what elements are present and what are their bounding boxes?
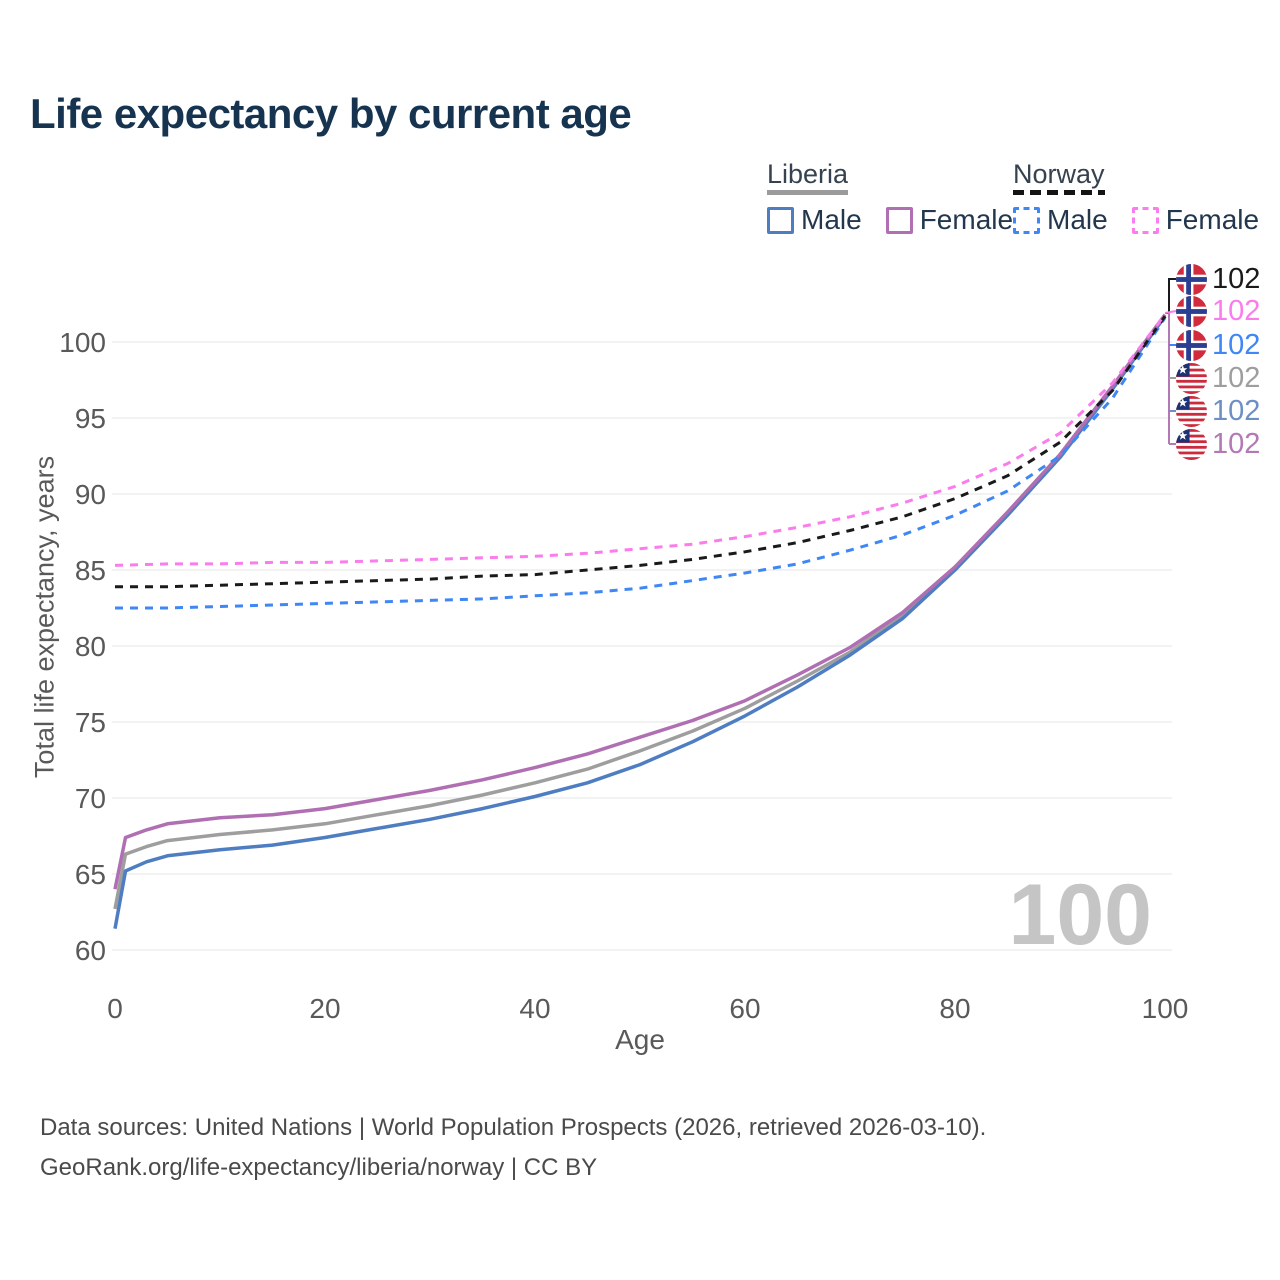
age-watermark: 100 [1008,867,1153,963]
legend-country-label: Norway [1013,159,1105,189]
leader-line-norway-female [1164,310,1177,314]
series-line-norway-female [114,313,1167,567]
norway-flag-icon [1176,329,1207,361]
series-line-liberia-both-sexes [113,315,1167,910]
legend-line-style-sample [1013,190,1105,195]
footer: Data sources: United Nations | World Pop… [40,1108,986,1188]
legend-item-norway-female: Female [1131,204,1260,236]
y-tick-label: 75 [75,707,106,738]
legend-swatch-icon [767,206,794,234]
series-line-norway-male [115,316,1167,610]
y-tick-label: 90 [75,479,106,510]
liberia-flag-icon [1176,428,1207,460]
x-tick-label: 60 [729,993,760,1024]
x-tick-label: 80 [939,993,970,1024]
y-tick-label: 85 [75,555,106,586]
legend-item-label: Male [1047,204,1108,235]
legend-item-label: Female [1165,204,1260,235]
end-label-value: 102 [1212,294,1261,327]
norway-flag-icon [1176,263,1207,295]
end-label-row-liberia-female: 102 [1176,427,1261,460]
y-tick-label: 80 [75,631,106,662]
end-label-row-norway-male: 102 [1176,328,1261,361]
end-label-row-norway-both-sexes: 102 [1176,262,1261,295]
x-tick-label: 100 [1142,993,1189,1024]
y-tick-label: 70 [75,783,106,814]
legend-item-liberia-female: Female [885,204,1014,236]
legend-group-norway: Norway Male Female [1013,160,1259,236]
legend-swatch-icon [1013,206,1040,234]
series-line-norway-both-sexes [115,315,1167,589]
legend-swatch-icon [885,206,913,234]
x-axis-title: Age [615,1024,665,1055]
y-tick-label: 60 [75,935,106,966]
leader-line-norway-both [1165,278,1176,314]
end-label-value: 102 [1212,361,1261,394]
x-tick-label: 20 [309,993,340,1024]
x-tick-label: 40 [519,993,550,1024]
end-label-value: 102 [1212,328,1261,361]
x-tick-label: 0 [107,993,123,1024]
legend-line-style-sample [767,190,849,195]
footer-attribution: GeoRank.org/life-expectancy/liberia/norw… [40,1154,598,1181]
series-line-liberia-female [113,313,1167,890]
series-line-liberia-male [113,315,1167,930]
y-tick-label: 65 [75,859,106,890]
end-label-value: 102 [1212,427,1261,460]
end-label-value: 102 [1212,394,1261,427]
liberia-flag-icon [1176,362,1207,394]
legend-item-liberia-male: Male [767,204,862,236]
y-tick-label: 100 [59,327,106,358]
legend-group-liberia: Liberia Male Female [767,160,1013,236]
liberia-flag-icon [1176,395,1207,427]
legend-item-label: Female [919,204,1014,235]
end-label-row-norway-female: 102 [1176,294,1261,327]
norway-flag-icon [1176,295,1207,327]
legend-country-label: Liberia [767,159,849,189]
page-title: Life expectancy by current age [30,90,632,137]
end-label-row-liberia-both-sexes: 102 [1176,361,1261,394]
footer-data-sources: Data sources: United Nations | World Pop… [40,1114,987,1141]
legend-swatch-icon [1131,206,1159,234]
end-label-value: 102 [1212,262,1261,295]
end-label-row-liberia-male: 102 [1176,394,1261,427]
legend-item-norway-male: Male [1013,204,1108,236]
legend-item-label: Male [801,204,862,235]
y-tick-label: 95 [75,403,106,434]
